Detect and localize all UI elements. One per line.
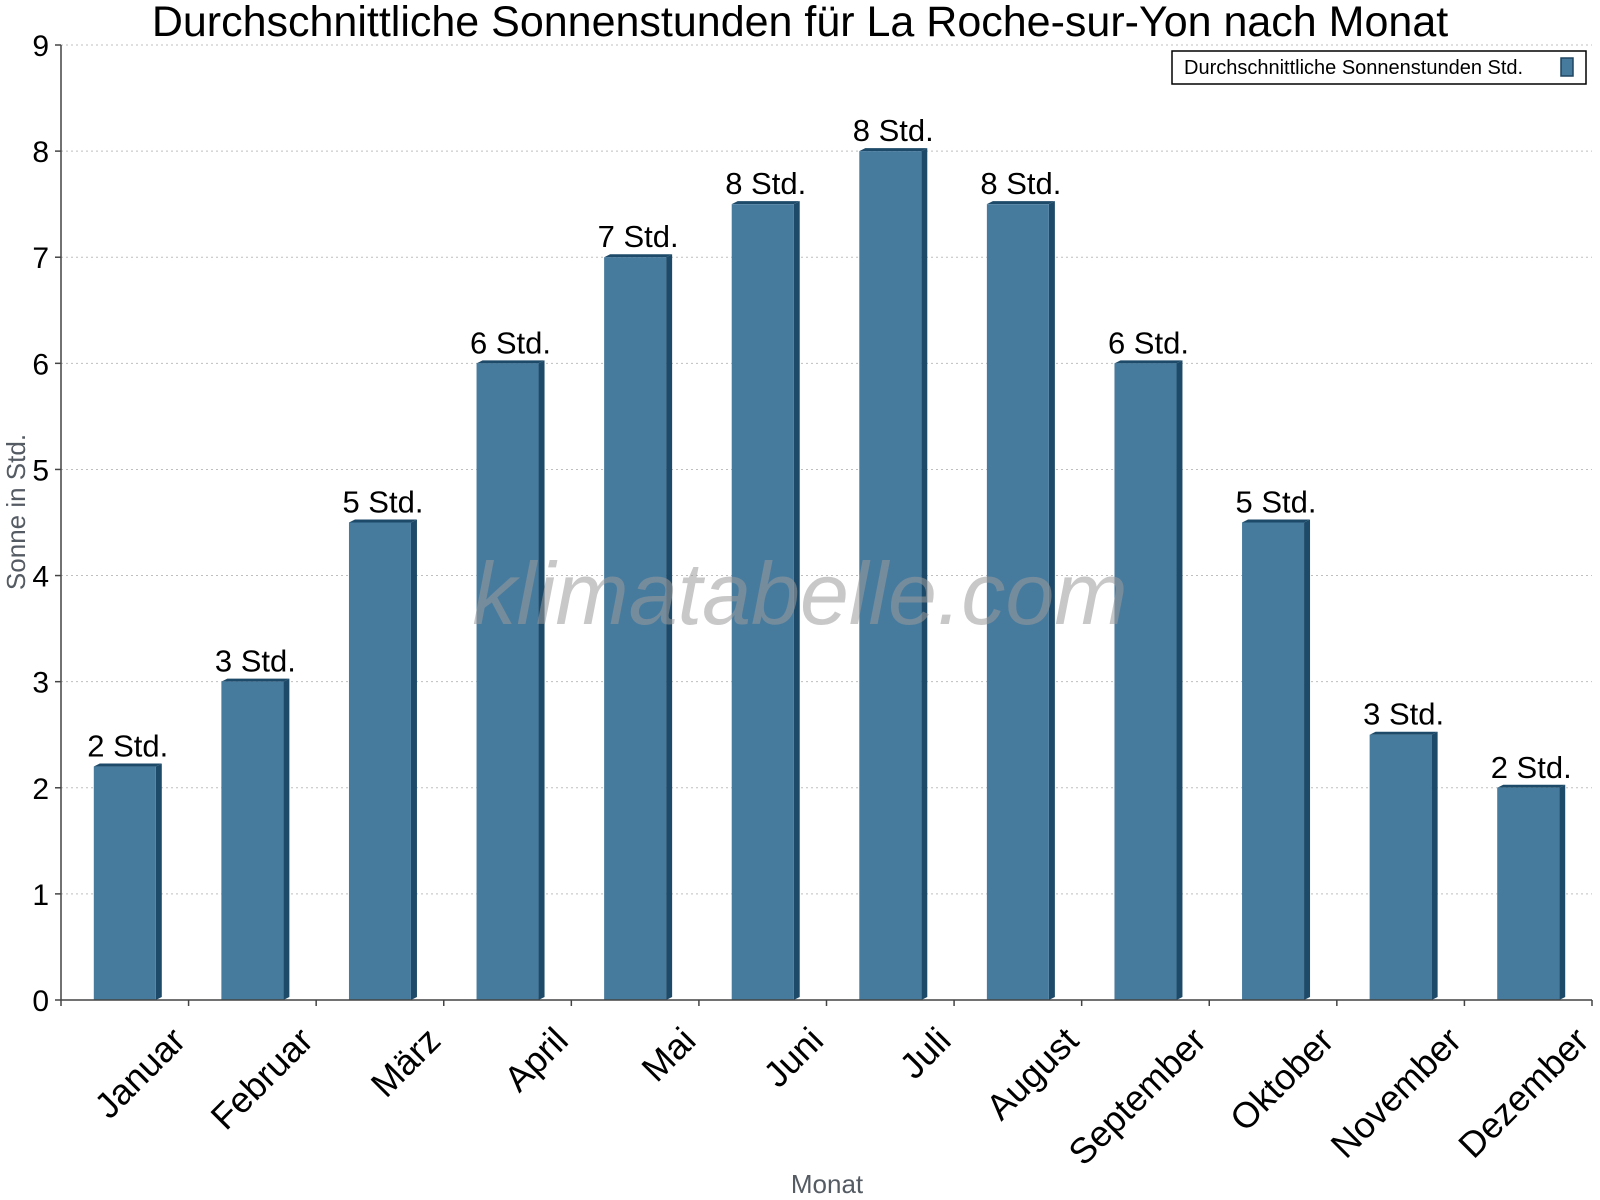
bar-juli <box>859 148 928 1001</box>
x-tick-label: Juni <box>755 1019 831 1095</box>
data-label: 8 Std. <box>853 113 934 148</box>
bar-side <box>283 678 290 1000</box>
x-tick-label: April <box>496 1019 576 1099</box>
bar-top <box>1369 731 1438 735</box>
x-tick-label: Januar <box>86 1019 193 1126</box>
bar-side <box>666 254 673 1000</box>
x-tick-label: Februar <box>203 1019 321 1137</box>
y-tick-label: 6 <box>32 348 49 381</box>
y-tick-label: 9 <box>32 30 49 63</box>
bar-side <box>1304 519 1311 1000</box>
x-tick-label: Mai <box>633 1019 703 1089</box>
data-label: 5 Std. <box>342 485 423 520</box>
bar-side <box>1176 360 1183 1000</box>
data-label: 3 Std. <box>1363 697 1444 732</box>
x-tick-label: September <box>1060 1019 1214 1173</box>
bar-top <box>604 254 673 258</box>
bar-side <box>793 201 800 1000</box>
bar-top <box>859 148 928 152</box>
y-axis-ticks: 0 1 2 3 4 5 6 7 8 9 <box>32 30 61 1018</box>
bar-dezember <box>1497 784 1566 1000</box>
bar-top <box>731 201 800 205</box>
x-axis-ticks: Januar Februar März April Mai Juni Juli AugustS… <box>60 1000 1597 1173</box>
bar-märz <box>348 519 417 1000</box>
bar-front <box>348 522 411 1000</box>
x-tick-label: August <box>978 1019 1086 1127</box>
y-tick-label: 5 <box>32 454 49 487</box>
bar-november <box>1369 731 1438 1000</box>
x-tick-label: Juli <box>891 1019 958 1086</box>
x-tick-label: Oktober <box>1222 1019 1342 1139</box>
data-label: 2 Std. <box>87 729 168 764</box>
data-label: 5 Std. <box>1236 485 1317 520</box>
bar-front <box>1497 787 1560 1000</box>
y-tick-label: 3 <box>32 667 49 700</box>
bar-mai <box>604 254 673 1000</box>
bar-side <box>1559 784 1566 1000</box>
bar-januar <box>93 763 162 1000</box>
bar-front <box>731 204 794 1000</box>
bar-side <box>1431 731 1438 1000</box>
bar-februar <box>221 678 290 1000</box>
legend-label: Durchschnittliche Sonnenstunden Std. <box>1184 57 1523 79</box>
bar-front <box>1369 734 1432 1000</box>
bar-top <box>1497 784 1566 788</box>
y-tick-label: 1 <box>32 879 49 912</box>
bar-side <box>538 360 545 1000</box>
data-label: 8 Std. <box>980 166 1061 201</box>
bar-side <box>921 148 928 1001</box>
x-axis-title: Monat <box>791 1169 864 1199</box>
bar-front <box>1114 363 1177 1000</box>
y-tick-label: 2 <box>32 773 49 806</box>
bar-front <box>1242 522 1305 1000</box>
bar-top <box>986 201 1055 205</box>
bar-front <box>986 204 1049 1000</box>
x-tick-label: Dezember <box>1450 1019 1596 1165</box>
bar-side <box>410 519 417 1000</box>
bar-top <box>348 519 417 523</box>
legend-box <box>1171 50 1587 85</box>
legend: Durchschnittliche Sonnenstunden Std. <box>1171 50 1587 85</box>
data-label: 2 Std. <box>1491 750 1572 785</box>
bar-top <box>221 678 290 682</box>
data-label: 8 Std. <box>725 166 806 201</box>
data-label: 7 Std. <box>598 219 679 254</box>
bar-side <box>1048 201 1055 1000</box>
bar-august <box>986 201 1055 1000</box>
y-tick-label: 7 <box>32 242 49 275</box>
legend-swatch <box>1560 57 1574 77</box>
bar-oktober <box>1242 519 1311 1000</box>
bar-front <box>476 363 539 1000</box>
y-tick-label: 0 <box>32 985 49 1018</box>
y-tick-label: 4 <box>32 561 49 594</box>
y-axis-title: Sonne in Std. <box>1 434 31 590</box>
bar-front <box>93 766 156 1000</box>
watermark-text: klimatabelle.com <box>472 544 1127 643</box>
x-tick-label: März <box>363 1019 449 1105</box>
data-label: 6 Std. <box>1108 325 1189 360</box>
bar-top <box>1114 360 1183 364</box>
bar-april <box>476 360 545 1000</box>
bar-front <box>859 151 922 1001</box>
bar-juni <box>731 201 800 1000</box>
gridlines <box>61 44 1592 895</box>
y-tick-label: 8 <box>32 136 49 169</box>
bar-top <box>476 360 545 364</box>
x-tick-label: November <box>1323 1019 1469 1165</box>
bar-top <box>1242 519 1311 523</box>
data-label: 3 Std. <box>215 644 296 679</box>
data-label: 6 Std. <box>470 325 551 360</box>
bar-front <box>604 257 667 1000</box>
bar-september <box>1114 360 1183 1000</box>
bar-front <box>221 681 284 1000</box>
bars: 2 Std. 3 Std. 5 Std. 6 Std. 7 Std. 8 Std. 8 St… <box>87 113 1572 1001</box>
bar-side <box>155 763 162 1000</box>
bar-top <box>93 763 162 767</box>
chart-title: Durchschnittliche Sonnenstunden für La R… <box>152 0 1448 46</box>
